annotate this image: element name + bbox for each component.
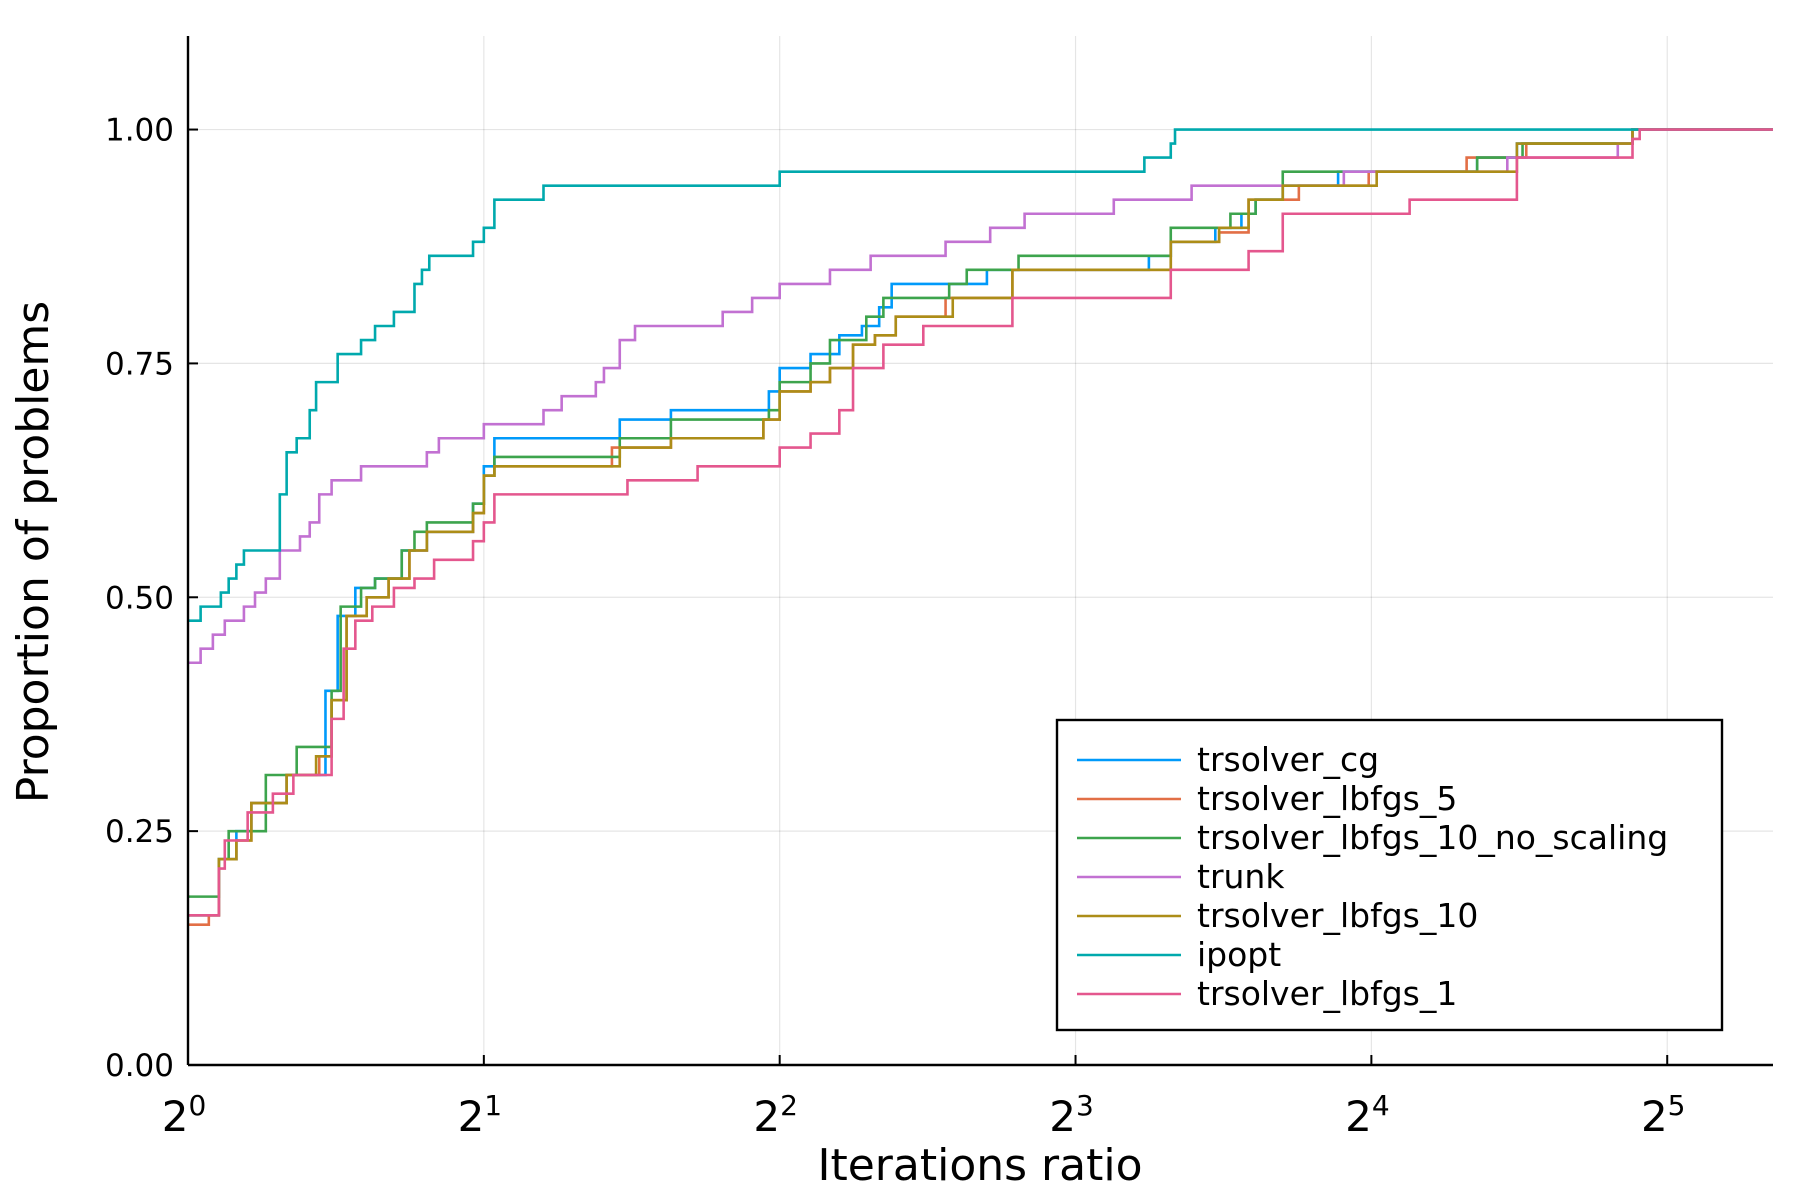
x-axis-title: Iterations ratio [818,1140,1143,1191]
legend-box [1055,718,1724,1032]
legend-label: trsolver_lbfgs_5 [1197,779,1457,818]
axes [186,36,1773,1067]
legend: trsolver_cgtrsolver_lbfgs_5trsolver_lbfg… [1055,718,1724,1032]
tick-labels: 20 21 22 23 24 25 0.00 0.25 0.50 0.75 1.00 [105,113,1686,1141]
legend-label: trsolver_lbfgs_10_no_scaling [1197,818,1668,857]
x-tick-label: 25 [1641,1089,1686,1141]
y-tick-label: 1.00 [105,113,174,149]
x-tick-label: 22 [753,1089,798,1141]
x-tick-label: 21 [458,1089,503,1141]
y-tick-label: 0.50 [105,580,174,616]
legend-label: ipopt [1197,935,1281,974]
y-tick-label: 0.00 [105,1048,174,1084]
legend-label: trsolver_cg [1197,740,1379,779]
legend-label: trunk [1197,857,1285,896]
legend-label: trsolver_lbfgs_1 [1197,974,1457,1013]
series-lines [188,128,1773,926]
legend-label: trsolver_lbfgs_10 [1197,896,1478,935]
y-axis-title: Proportion of problems [8,301,59,803]
x-tick-label: 20 [162,1089,207,1141]
x-tick-label: 23 [1049,1089,1094,1141]
y-tick-label: 0.25 [105,814,174,850]
series-line-trunk [188,128,1773,665]
y-tick-label: 0.75 [105,346,174,382]
series-line-ipopt [188,128,1773,622]
x-tick-label: 24 [1345,1089,1390,1141]
series-line-trsolver-lbfgs-1 [188,128,1773,917]
series-line-trsolver-lbfgs-10 [188,128,1773,917]
